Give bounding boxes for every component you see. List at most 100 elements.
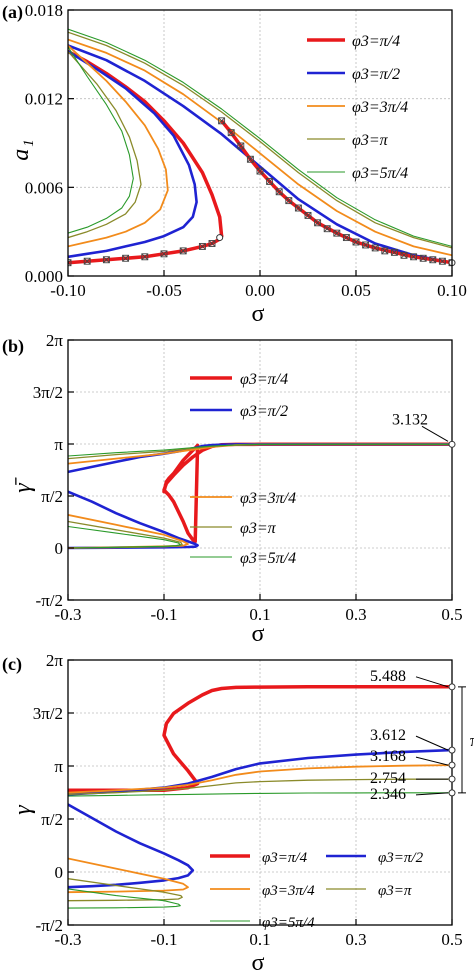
marker-a-3 — [122, 254, 130, 262]
marker-a-12 — [246, 155, 254, 163]
xtick-label-b-3: 0.3 — [345, 605, 366, 624]
ylabel-c: γ — [10, 805, 36, 815]
ytick-label-b-1: 0 — [55, 539, 64, 558]
ytick-label-a-3: 0.018 — [25, 1, 63, 20]
series-line-a-0 — [68, 49, 224, 238]
ylabel-a: a1 — [8, 139, 37, 161]
marker-a-6 — [179, 247, 187, 255]
marker-a-18 — [304, 211, 312, 219]
ylabel-a-sub: 1 — [21, 139, 37, 147]
bracket-label-c: π — [470, 731, 474, 750]
series-line-a-1 — [68, 234, 224, 265]
annotation-point-c-4 — [448, 789, 456, 797]
marker-a-15 — [275, 188, 283, 196]
xtick-label-c-4: 0.5 — [441, 930, 462, 949]
marker-a-21 — [333, 229, 341, 237]
legend-c-label-5: φ3=5π/4 — [262, 915, 315, 931]
xtick-label-b-4: 0.5 — [441, 605, 462, 624]
ytick-label-b-3: π — [54, 435, 63, 454]
panel-label-b: (b) — [2, 336, 24, 357]
annotation-point-b — [448, 440, 456, 448]
series-line-a-9 — [68, 28, 452, 247]
marker-a-9 — [218, 117, 226, 125]
legend-b-label-2: φ3=π/2 — [240, 403, 288, 420]
series-group-c — [68, 685, 452, 909]
plot-a: -0.10 -0.05 0.00 0.05 0.10 0.000 0.006 0.012 0.0… — [25, 1, 467, 300]
annotation-label-c-1: 3.612 — [370, 727, 406, 744]
series-line-b-2 — [68, 490, 199, 550]
legend-a: φ3=π/4 φ3=π/2 φ3=3π/4 φ3=π φ3=5π/4 — [307, 33, 408, 182]
ytick-label-b-5: 2π — [46, 331, 64, 350]
series-line-a-4 — [68, 44, 169, 248]
xtick-label-a-3: 0.05 — [341, 281, 371, 300]
marker-a-24 — [362, 241, 370, 249]
marker-a-27 — [390, 248, 398, 256]
ylabel-b: γ̄ — [10, 477, 36, 492]
legend-b-label-5: φ3=5π/4 — [240, 550, 296, 567]
marker-a-28 — [400, 251, 408, 259]
marker-a-2 — [102, 256, 110, 264]
annotation-label-c-3: 2.754 — [370, 770, 406, 787]
series-line-a-5 — [68, 38, 452, 257]
xtick-label-b-0: -0.3 — [55, 605, 82, 624]
legend-b: φ3=π/4 φ3=π/2 φ3=3π/4 φ3=π φ3=5π/4 — [190, 371, 296, 567]
series-line-a-2 — [68, 50, 198, 259]
marker-a-10 — [227, 129, 235, 137]
xlabel-b: σ — [252, 621, 265, 647]
marker-a-7 — [198, 242, 206, 250]
xtick-label-b-2: 0.1 — [249, 605, 270, 624]
series-line-c-5 — [68, 778, 452, 796]
series-line-b-7 — [68, 443, 452, 457]
annotation-arrow-b — [421, 425, 449, 442]
xtick-label-c-3: 0.3 — [345, 930, 366, 949]
xlabel-c: σ — [252, 950, 265, 972]
ytick-label-c-0: -π/2 — [36, 916, 63, 935]
marker-a-16 — [285, 197, 293, 205]
series-line-c-2 — [68, 803, 195, 889]
legend-b-label-1: φ3=π/4 — [240, 371, 288, 388]
annotation-arrow-c-2 — [415, 756, 449, 766]
legend-c-label-1: φ3=π/4 — [262, 850, 308, 866]
legend-a-label-1: φ3=π/4 — [352, 33, 400, 50]
legend-c-label-2: φ3=π/2 — [378, 850, 424, 866]
series-line-c-8 — [68, 888, 181, 909]
series-line-a-6 — [68, 50, 142, 239]
svg-text:a1: a1 — [8, 139, 37, 161]
marker-a-14 — [266, 177, 274, 185]
legend-c-label-3: φ3=3π/4 — [262, 883, 315, 899]
plot-b: -0.3 -0.1 0.1 0.3 0.5 -π/2 0 π/2 π 3π/2 2π 3.132 — [33, 331, 463, 624]
annotation-point-c-0 — [448, 683, 456, 691]
xtick-label-a-0: -0.10 — [50, 281, 85, 300]
series-line-a-8 — [68, 46, 134, 234]
annotation-point-c-2 — [448, 761, 456, 769]
open-point-a-0 — [216, 234, 224, 242]
annotation-label-b: 3.132 — [392, 411, 428, 428]
marker-a-31 — [429, 256, 437, 264]
legend-a-label-5: φ3=5π/4 — [352, 165, 408, 182]
xtick-label-a-2: 0.00 — [245, 281, 275, 300]
marker-a-20 — [323, 225, 331, 233]
annotation-arrow-c-0 — [415, 676, 449, 688]
series-line-c-6 — [68, 878, 183, 902]
marker-a-32 — [438, 257, 446, 265]
annotation-point-c-1 — [448, 746, 456, 754]
xtick-label-c-0: -0.3 — [55, 930, 82, 949]
series-line-a-red-right — [220, 119, 452, 265]
ytick-label-b-4: 3π/2 — [33, 383, 63, 402]
legend-c-label-4: φ3=π — [378, 883, 412, 899]
marker-a-26 — [381, 247, 389, 255]
ytick-label-a-0: 0.000 — [25, 267, 63, 286]
legend-b-label-3: φ3=3π/4 — [240, 490, 296, 507]
marker-a-1 — [83, 257, 91, 265]
xlabel-a: σ — [252, 301, 265, 327]
xtick-label-a-1: -0.05 — [146, 281, 181, 300]
panel-label-c: (c) — [2, 654, 22, 675]
annotation-arrow-c-1 — [415, 735, 449, 751]
legend-a-label-4: φ3=π — [352, 132, 389, 149]
marker-a-4 — [141, 253, 149, 261]
xtick-label-b-1: -0.1 — [151, 605, 178, 624]
series-line-b-8 — [68, 525, 181, 549]
legend-b-label-4: φ3=π — [240, 520, 277, 537]
plot-c: -0.3 -0.1 0.1 0.3 0.5 -π/2 0 π/2 π 3π/2 2π 5.488 3.6… — [33, 651, 474, 949]
